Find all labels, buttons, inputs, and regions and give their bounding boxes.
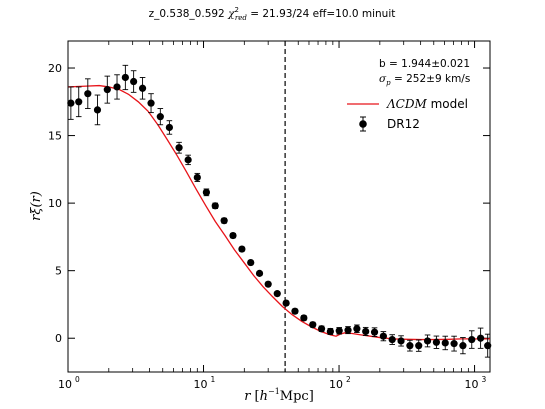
title-prefix: z_0.538_0.592 xyxy=(149,8,228,20)
y-tick-label: 15 xyxy=(48,130,62,143)
data-point xyxy=(184,156,192,164)
data-point xyxy=(138,84,147,92)
annotations: b = 1.944±0.021 σp = 252±9 km/s xyxy=(379,58,470,87)
title-suffix: = 21.93/24 eff=10.0 minuit xyxy=(247,8,395,20)
data-point xyxy=(75,98,83,106)
chart-title: z_0.538_0.592 χ2 red = 21.93/24 eff=10.0 … xyxy=(149,6,396,22)
data-point xyxy=(362,327,370,336)
data-point xyxy=(113,83,121,91)
data-point xyxy=(468,335,476,344)
legend-model-rest: model xyxy=(427,97,468,111)
data-point xyxy=(255,269,264,277)
data-point xyxy=(335,327,343,335)
sigma-symbol: σ xyxy=(379,73,387,85)
y-axis-label: rξ(r) xyxy=(29,191,44,221)
xlabel-h: h xyxy=(260,389,268,404)
data-point xyxy=(147,99,155,107)
data-point xyxy=(415,342,423,350)
data-points xyxy=(67,73,492,350)
data-point xyxy=(211,202,219,210)
x-tick-label: 10 xyxy=(465,378,479,391)
data-point xyxy=(484,342,492,350)
data-point xyxy=(397,337,405,345)
data-point xyxy=(317,325,326,333)
data-point xyxy=(93,106,102,114)
x-tick-label: 10 xyxy=(329,378,343,391)
annotation-b: b = 1.944±0.021 xyxy=(379,58,470,70)
data-point xyxy=(309,321,317,329)
data-point xyxy=(103,86,111,94)
y-axis: 0 5 10 15 20 xyxy=(48,62,490,345)
legend: ΛCDM model DR12 xyxy=(347,97,468,132)
data-point xyxy=(353,325,361,333)
data-point xyxy=(121,73,129,82)
data-point xyxy=(379,332,387,340)
data-point xyxy=(156,113,164,121)
x-axis: 10 0 10 1 10 2 10 3 xyxy=(58,41,487,391)
data-point xyxy=(388,335,396,344)
sigma-sub: p xyxy=(386,79,391,87)
sigma-value: = 252±9 km/s xyxy=(391,73,471,85)
data-point xyxy=(344,326,352,334)
x-tick-exponent: 3 xyxy=(482,375,487,384)
data-point xyxy=(300,314,308,322)
title-chi-sub: red xyxy=(235,14,247,22)
xlabel-exp: −1 xyxy=(268,387,280,396)
data-point xyxy=(84,90,92,98)
data-point xyxy=(432,338,441,346)
x-tick-label: 10 xyxy=(194,378,208,391)
data-point xyxy=(282,299,290,307)
x-tick-exponent: 2 xyxy=(346,375,351,384)
title-chi: χ xyxy=(227,8,235,20)
data-point xyxy=(423,337,432,345)
model-curve xyxy=(67,84,490,341)
data-point xyxy=(130,77,138,86)
x-tick-exponent: 0 xyxy=(75,375,80,384)
xlabel-r: r xyxy=(244,389,251,404)
x-axis-label: r [h−1Mpc] xyxy=(244,387,314,404)
legend-data-marker xyxy=(359,120,367,128)
data-point xyxy=(450,340,458,348)
data-point xyxy=(67,99,75,107)
data-point xyxy=(220,217,228,225)
xlabel-unit: Mpc] xyxy=(280,389,314,404)
data-point xyxy=(441,339,449,347)
data-point xyxy=(477,334,485,342)
data-point xyxy=(291,307,299,315)
data-point xyxy=(165,123,173,132)
legend-data-label: DR12 xyxy=(387,117,420,131)
data-point xyxy=(326,327,334,336)
title-chi-sup: 2 xyxy=(234,6,238,14)
x-tick-exponent: 1 xyxy=(211,375,216,384)
legend-model-label: ΛCDM model xyxy=(386,97,468,111)
y-tick-label: 20 xyxy=(48,62,62,75)
legend-model-italic: ΛCDM xyxy=(386,97,427,111)
y-tick-label: 0 xyxy=(55,332,62,345)
data-point xyxy=(406,342,414,350)
data-point xyxy=(193,173,201,182)
data-point xyxy=(202,188,210,196)
y-tick-label: 5 xyxy=(55,265,62,278)
data-point xyxy=(459,342,467,350)
data-point xyxy=(238,245,246,253)
data-point xyxy=(175,144,183,152)
data-point xyxy=(370,328,379,336)
annotation-sigma: σp = 252±9 km/s xyxy=(379,73,470,87)
y-tick-label: 10 xyxy=(48,197,62,210)
data-point xyxy=(273,290,281,298)
data-point xyxy=(247,258,255,267)
data-point xyxy=(264,280,272,288)
x-tick-label: 10 xyxy=(58,378,72,391)
xlabel-open: [ xyxy=(250,389,259,404)
plot-frame xyxy=(67,40,491,373)
data-point xyxy=(229,231,237,240)
